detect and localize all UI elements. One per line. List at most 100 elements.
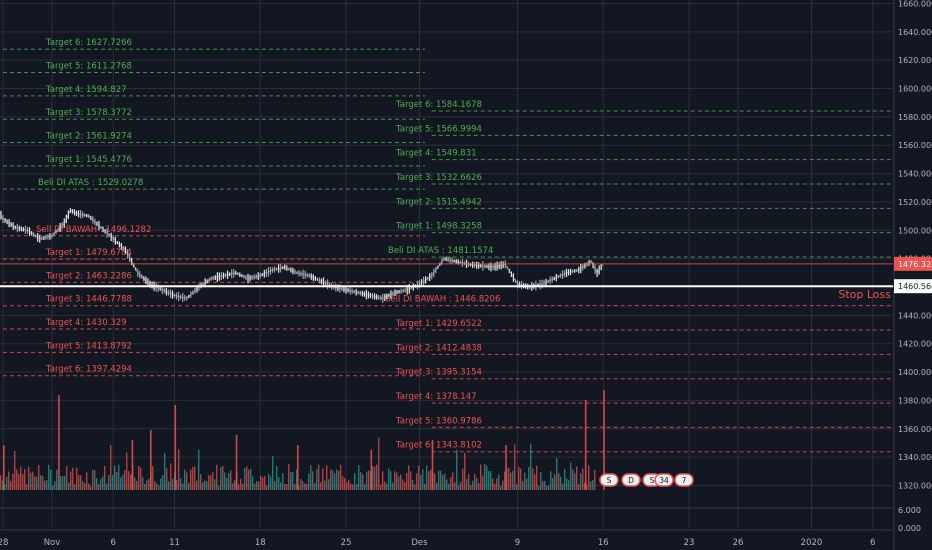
volume-bar: [128, 471, 130, 490]
volume-bar: [294, 483, 296, 490]
time-axis[interactable]: 28 Nov 6 11 18 25 Des 9 16 23 26 2020 6: [0, 529, 893, 548]
volume-bar: [538, 485, 540, 490]
volume-bar: [340, 464, 342, 490]
volume-bar: [10, 480, 12, 490]
volume-bar: [200, 474, 202, 490]
buy-target-label: Target 4: 1594.827: [45, 85, 127, 95]
volume-bar: [44, 480, 46, 490]
volume-bar: [140, 467, 142, 490]
volume-bar: [478, 482, 480, 490]
volume-bar: [70, 471, 72, 490]
volume-bar: [98, 484, 100, 490]
volume-bar: [548, 485, 550, 490]
volume-bar: [266, 485, 268, 490]
volume-bar: [148, 478, 150, 490]
volume-bar: [206, 481, 208, 490]
volume-bar: [346, 482, 348, 490]
volume-bar: [504, 471, 506, 490]
volume-bar: [106, 483, 108, 490]
volume-bar: [194, 466, 196, 490]
event-badge: [674, 473, 694, 487]
buy-target-label: Target 5: 1611.2768: [45, 62, 132, 72]
time-tick-label: 18: [255, 538, 266, 548]
volume-bar: [350, 483, 352, 490]
volume-bar: [238, 484, 240, 490]
volume-bar: [446, 479, 448, 490]
volume-bar: [270, 476, 272, 490]
volume-bar: [424, 483, 426, 490]
volume-bar: [260, 476, 262, 490]
volume-bar: [32, 471, 34, 490]
volume-bar: [378, 437, 380, 490]
volume-bar: [2, 480, 4, 490]
volume-bar: [20, 466, 22, 490]
price-tick-label: 1540.000: [898, 170, 932, 179]
volume-bar: [534, 474, 536, 490]
volume-spike: [584, 400, 587, 490]
volume-bar: [392, 482, 394, 490]
volume-bar: [4, 484, 6, 490]
stop-loss-line[interactable]: Stop Loss: [0, 285, 893, 301]
volume-bar: [474, 474, 476, 490]
volume-bar: [114, 465, 116, 490]
volume-bar: [508, 467, 510, 490]
sell-target-label: Sell DI BAWAH : 1446.8206: [385, 295, 500, 305]
volume-bar: [288, 464, 290, 490]
volume-bar: [38, 464, 40, 490]
volume-bar: [116, 472, 118, 490]
volume-bar: [86, 472, 88, 490]
volume-bar: [422, 469, 424, 490]
buy-target-label: Target 2: 1561.9274: [45, 132, 132, 142]
stop-loss-label: Stop Loss: [838, 288, 891, 301]
volume-bar: [526, 478, 528, 490]
volume-bar: [42, 476, 44, 490]
time-tick-label: 2020: [801, 538, 823, 548]
volume-bar: [530, 443, 532, 490]
volume-bar: [202, 482, 204, 490]
volume-bar: [532, 468, 534, 490]
volume-bar: [472, 480, 474, 490]
volume-bar: [14, 450, 16, 490]
volume-bar: [572, 469, 574, 490]
buy-target-label: Target 3: 1532.6626: [395, 173, 482, 183]
volume-bar: [398, 476, 400, 490]
volume-bar: [160, 478, 162, 490]
price-tick-label: 1400.000: [898, 368, 932, 377]
current-price-value: 1476.328: [898, 260, 932, 269]
volume-bar: [28, 466, 30, 490]
volume-bar: [162, 475, 164, 490]
volume-bar: [60, 476, 62, 490]
volume-bar: [496, 478, 498, 490]
volume-bar: [518, 466, 520, 490]
volume-bar: [336, 469, 338, 490]
event-badges[interactable]: S D S 34 7: [599, 473, 694, 487]
volume-bar: [290, 472, 292, 490]
volume-spike: [297, 445, 299, 490]
volume-bar: [222, 465, 224, 490]
volume-bar: [308, 473, 310, 490]
volume-bar: [186, 472, 188, 490]
volume-bar: [108, 475, 110, 490]
volume-bar: [250, 468, 252, 490]
volume-bar: [510, 472, 512, 490]
volume-bar: [198, 449, 200, 490]
volume-tick-label: 6.000: [898, 506, 921, 515]
volume-bar: [166, 468, 168, 490]
volume-bar: [428, 471, 430, 490]
volume-bar: [208, 475, 210, 490]
volume-bar: [88, 483, 90, 490]
price-series: [0, 208, 893, 303]
volume-bar: [218, 485, 220, 490]
volume-bar: [566, 478, 568, 490]
volume-bar: [328, 479, 330, 490]
volume-bar: [396, 472, 398, 490]
volume-bar: [6, 476, 8, 490]
volume-bar: [62, 475, 64, 490]
price-axis[interactable]: 1320.000 1340.000 1360.000 1380.000 1400.000…: [893, 0, 932, 550]
volume-bar: [26, 484, 28, 490]
volume-bar: [100, 479, 102, 490]
volume-spike: [235, 435, 238, 490]
sell-target-label: Target 4: 1430.329: [45, 318, 127, 328]
volume-bar: [156, 483, 158, 490]
